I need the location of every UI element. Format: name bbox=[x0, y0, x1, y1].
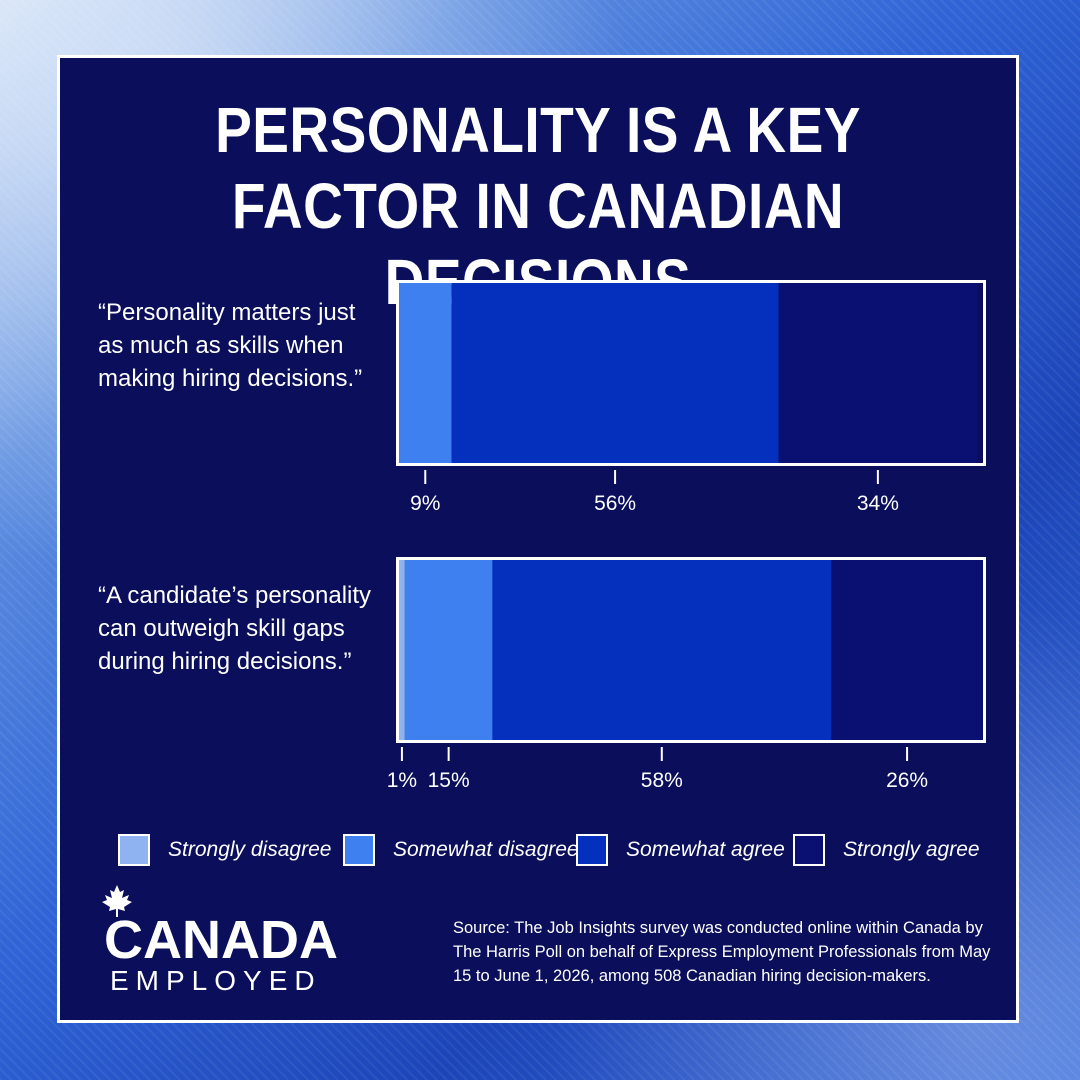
bar-frame bbox=[396, 280, 986, 466]
bar-value-label: 15% bbox=[428, 769, 470, 792]
source-note: Source: The Job Insights survey was cond… bbox=[453, 919, 991, 985]
infographic-panel: PERSONALITY IS A KEY FACTOR IN CANADIAN … bbox=[57, 55, 1019, 1023]
row-statement-line: during hiring decisions.” bbox=[98, 648, 351, 675]
legend-item-strongly-disagree: Strongly disagree bbox=[118, 833, 331, 867]
legend-item-strongly-agree: Strongly agree bbox=[793, 833, 980, 867]
legend-swatch-strongly-disagree bbox=[118, 834, 150, 866]
row-statement-line: “A candidate’s personality bbox=[98, 582, 371, 609]
bar-frame bbox=[396, 557, 986, 743]
row-statement-line: “Personality matters just bbox=[98, 299, 356, 326]
stacked-bar-chart: “Personality matters just as much as skil… bbox=[98, 280, 986, 792]
row-statement-line: making hiring decisions.” bbox=[98, 365, 362, 392]
bar-value-label: 9% bbox=[410, 492, 440, 515]
logo-wordmark-employed: EMPLOYED bbox=[110, 965, 322, 996]
bar-segment bbox=[778, 283, 978, 463]
bar-segment bbox=[399, 560, 405, 740]
bar-segment bbox=[831, 560, 983, 740]
legend-swatch-somewhat-disagree bbox=[343, 834, 375, 866]
page-title: PERSONALITY IS A KEY FACTOR IN CANADIAN … bbox=[215, 94, 861, 318]
bar-value-label: 26% bbox=[886, 769, 928, 792]
row-statement-line: as much as skills when bbox=[98, 332, 343, 359]
legend-label: Somewhat agree bbox=[626, 838, 785, 861]
bar-value-label: 58% bbox=[641, 769, 683, 792]
bar-segment bbox=[399, 283, 452, 463]
legend-swatch-strongly-agree bbox=[793, 834, 825, 866]
row-statement-line: can outweigh skill gaps bbox=[98, 615, 345, 642]
legend-item-somewhat-agree: Somewhat agree bbox=[576, 833, 785, 867]
legend-label: Strongly disagree bbox=[168, 838, 332, 861]
legend-label: Somewhat disagree bbox=[393, 838, 579, 861]
legend-label: Strongly agree bbox=[843, 838, 980, 861]
bar-segment bbox=[451, 283, 779, 463]
canada-employed-logo: CANADA EMPLOYED bbox=[96, 884, 386, 996]
bar-segment bbox=[492, 560, 832, 740]
bar-segment bbox=[404, 560, 493, 740]
bar-value-label: 1% bbox=[387, 769, 417, 792]
logo-wordmark-canada: CANADA bbox=[104, 910, 338, 970]
bar-value-label: 34% bbox=[857, 492, 899, 515]
legend-item-somewhat-disagree: Somewhat disagree bbox=[343, 833, 579, 867]
legend-swatch-somewhat-agree bbox=[576, 834, 608, 866]
bar-value-label: 56% bbox=[594, 492, 636, 515]
maple-leaf-icon bbox=[102, 885, 132, 917]
